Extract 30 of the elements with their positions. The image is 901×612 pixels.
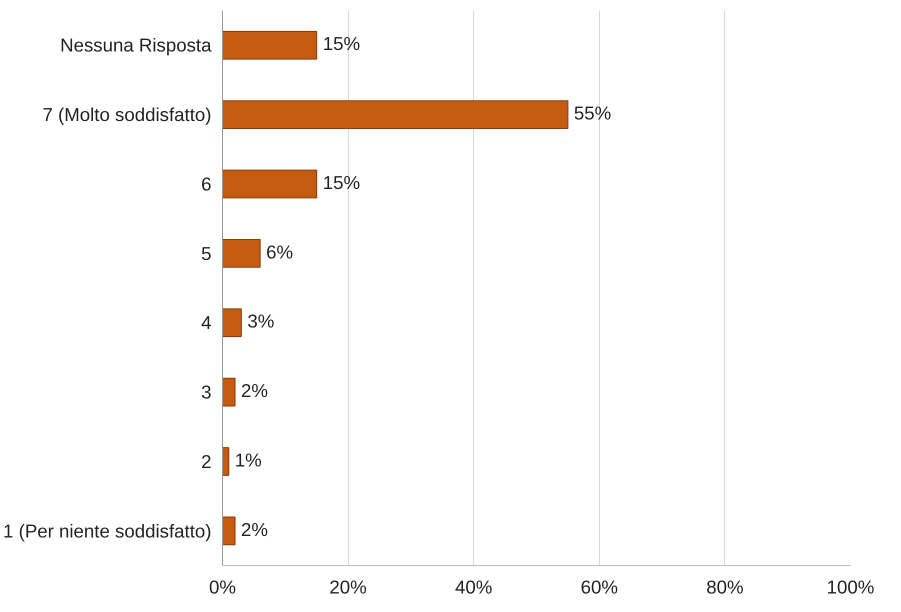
bar	[222, 100, 568, 129]
y-tick-label: 3	[201, 382, 212, 403]
y-tick-label: 1 (Per niente soddisfatto)	[3, 520, 212, 542]
data-label: 15%	[322, 172, 360, 193]
x-tick-label: 40%	[455, 576, 492, 598]
bar	[222, 516, 236, 546]
data-label: 2%	[241, 518, 268, 540]
y-tick-label: 6	[201, 173, 212, 194]
data-label: 6%	[266, 241, 294, 262]
x-tick-label: 100%	[826, 576, 874, 598]
x-tick-label: 20%	[329, 576, 367, 598]
bar	[222, 447, 230, 476]
x-tick-label: 60%	[580, 576, 618, 598]
bar	[222, 30, 318, 60]
data-label: 1%	[234, 449, 262, 470]
bar	[222, 238, 261, 268]
x-tick-label: 0%	[209, 576, 236, 598]
y-tick-label: 2	[201, 450, 212, 472]
y-tick-label: 4	[201, 312, 212, 334]
y-tick-label: Nessuna Risposta	[60, 34, 212, 56]
data-label: 2%	[241, 380, 268, 402]
y-tick-label: 7 (Molto soddisfatto)	[42, 104, 212, 126]
data-label: 3%	[247, 310, 274, 332]
bar	[222, 308, 242, 338]
data-label: 15%	[322, 33, 360, 54]
x-tick-label: 80%	[706, 576, 744, 598]
y-tick-label: 5	[201, 242, 212, 264]
bar	[222, 378, 236, 406]
data-label: 55%	[574, 102, 612, 124]
bar	[222, 170, 318, 198]
